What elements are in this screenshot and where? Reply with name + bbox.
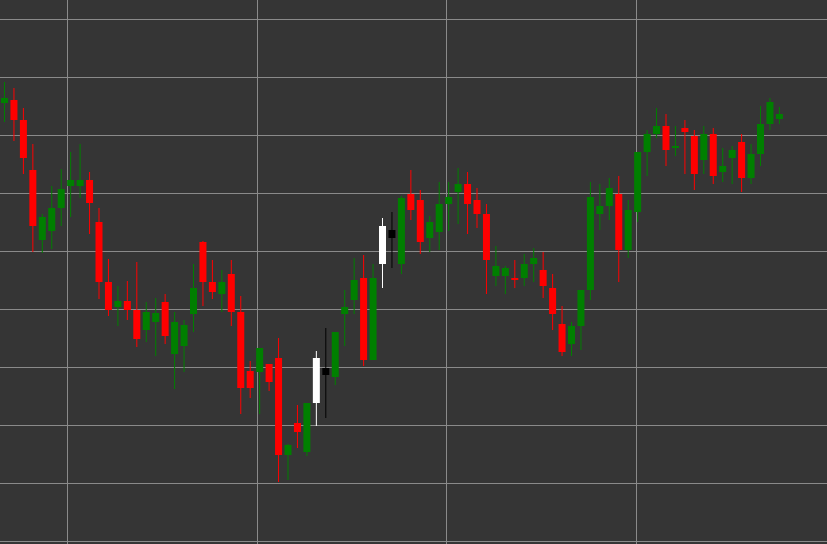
candle-body [322,368,330,375]
candle-body [48,208,56,231]
candle-body [350,280,358,300]
candle-body [482,214,490,260]
candle-body [757,124,764,154]
candle-body [161,302,169,336]
candle-body [596,206,604,214]
candle-body [142,312,150,330]
candle-body [511,278,519,280]
candle-body [275,358,283,455]
candle-body [76,180,84,186]
candle-body [435,204,443,232]
candle-body [95,222,103,282]
candle-body [407,194,415,210]
candle-body [605,188,613,206]
candle-body [766,102,774,124]
candle-body [643,134,651,152]
candle-body [568,326,575,344]
candle-body [473,200,481,214]
candle-body [29,170,37,226]
candle-body [1,98,8,103]
candle-body [293,423,301,432]
candle-body [199,242,207,282]
candle-body [38,217,46,240]
candle-body [634,152,642,212]
candle-body [577,290,585,326]
candle-body [445,197,453,204]
candle-body [379,226,386,264]
candle-body [265,364,273,382]
candle-body [190,288,197,314]
candle-body [653,126,661,134]
candle-body [180,325,188,346]
candle-body [218,282,226,294]
candle-body [709,134,717,176]
candle-body [19,120,27,158]
candle-body [738,142,746,178]
candle-body [227,274,235,312]
candle-body [549,288,557,314]
candle-body [303,403,311,452]
candle-body [747,154,755,178]
candle-body [624,210,632,250]
candle-body [416,200,424,242]
candle-body [586,197,594,290]
candle-body [530,258,538,264]
candle-body [728,150,736,158]
candle-body [615,194,623,250]
candle-body [67,180,75,186]
candle-body [360,278,368,360]
candle-body [690,136,698,174]
candle-body [123,301,131,310]
candle-body [171,322,179,354]
candle-body [246,371,254,388]
candle-body [133,310,141,339]
candle-body [237,312,245,388]
candles [1,82,783,482]
candle-body [719,166,727,172]
candle-body [57,189,65,208]
candle-body [10,100,18,120]
candle-body [331,332,339,377]
candle-body [539,270,547,286]
candle-body [397,198,405,264]
candle-body [104,282,112,310]
candle-body [369,278,377,360]
candle-body [312,358,320,403]
candle-body [114,301,122,307]
candle-body [464,184,472,204]
candle-body [152,313,160,322]
candle-body [558,324,566,352]
candle-body [681,128,689,132]
candle-body [520,264,528,278]
candle-body [492,266,500,276]
candle-body [671,146,679,148]
candle-body [86,180,94,203]
candle-body [700,134,708,160]
candle-body [208,282,216,292]
candle-body [341,307,349,314]
candle-body [501,268,509,276]
candle-body [662,126,670,150]
candle-body [775,114,783,119]
candle-body [426,222,434,238]
candle-body [388,230,396,238]
candle-body [256,348,264,372]
candle-body [284,445,292,455]
candle-body [454,184,462,192]
